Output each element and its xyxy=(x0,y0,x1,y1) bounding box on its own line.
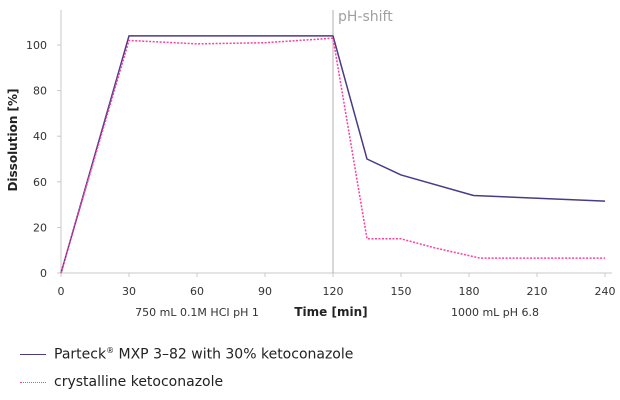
y-axis-title: Dissolution [%] xyxy=(6,88,20,191)
x-tick-label: 240 xyxy=(595,285,616,298)
x-tick-label: 30 xyxy=(122,285,136,298)
y-tick-label: 0 xyxy=(40,267,47,280)
x-axis-title: Time [min] xyxy=(294,305,367,319)
y-tick-label: 100 xyxy=(26,39,47,52)
ph-shift-label: pH-shift xyxy=(338,9,393,25)
phase1-label: 750 mL 0.1M HCI pH 1 xyxy=(135,306,259,319)
legend-item-parteck: Parteck® MXP 3–82 with 30% ketoconazole xyxy=(20,346,353,363)
x-tick-label: 180 xyxy=(459,285,480,298)
phase2-label: 1000 mL pH 6.8 xyxy=(451,306,539,319)
legend-swatch-dotted xyxy=(20,381,46,383)
x-tick-label: 60 xyxy=(190,285,204,298)
series-line-0 xyxy=(60,35,606,274)
legend-label: Parteck® MXP 3–82 with 30% ketoconazole xyxy=(54,346,354,363)
x-tick-label: 90 xyxy=(258,285,272,298)
x-tick-label: 0 xyxy=(58,285,65,298)
y-tick-label: 20 xyxy=(33,221,47,234)
legend-label: crystalline ketoconazole xyxy=(54,374,224,390)
legend-item-crystalline: crystalline ketoconazole xyxy=(20,374,223,390)
dissolution-chart: 0 30 60 90 120 150 180 210 240 0 20 60 40 80 100 pH-sh… xyxy=(6,9,616,319)
x-tick-label: 150 xyxy=(391,285,412,298)
x-tick-label: 120 xyxy=(323,285,344,298)
y-tick-label: 40 xyxy=(33,130,47,143)
x-tick-label: 210 xyxy=(527,285,548,298)
y-tick-label: 80 xyxy=(33,85,47,98)
series-line-1 xyxy=(60,37,605,274)
y-tick-label: 60 xyxy=(33,176,47,189)
legend-swatch-solid xyxy=(20,353,46,355)
